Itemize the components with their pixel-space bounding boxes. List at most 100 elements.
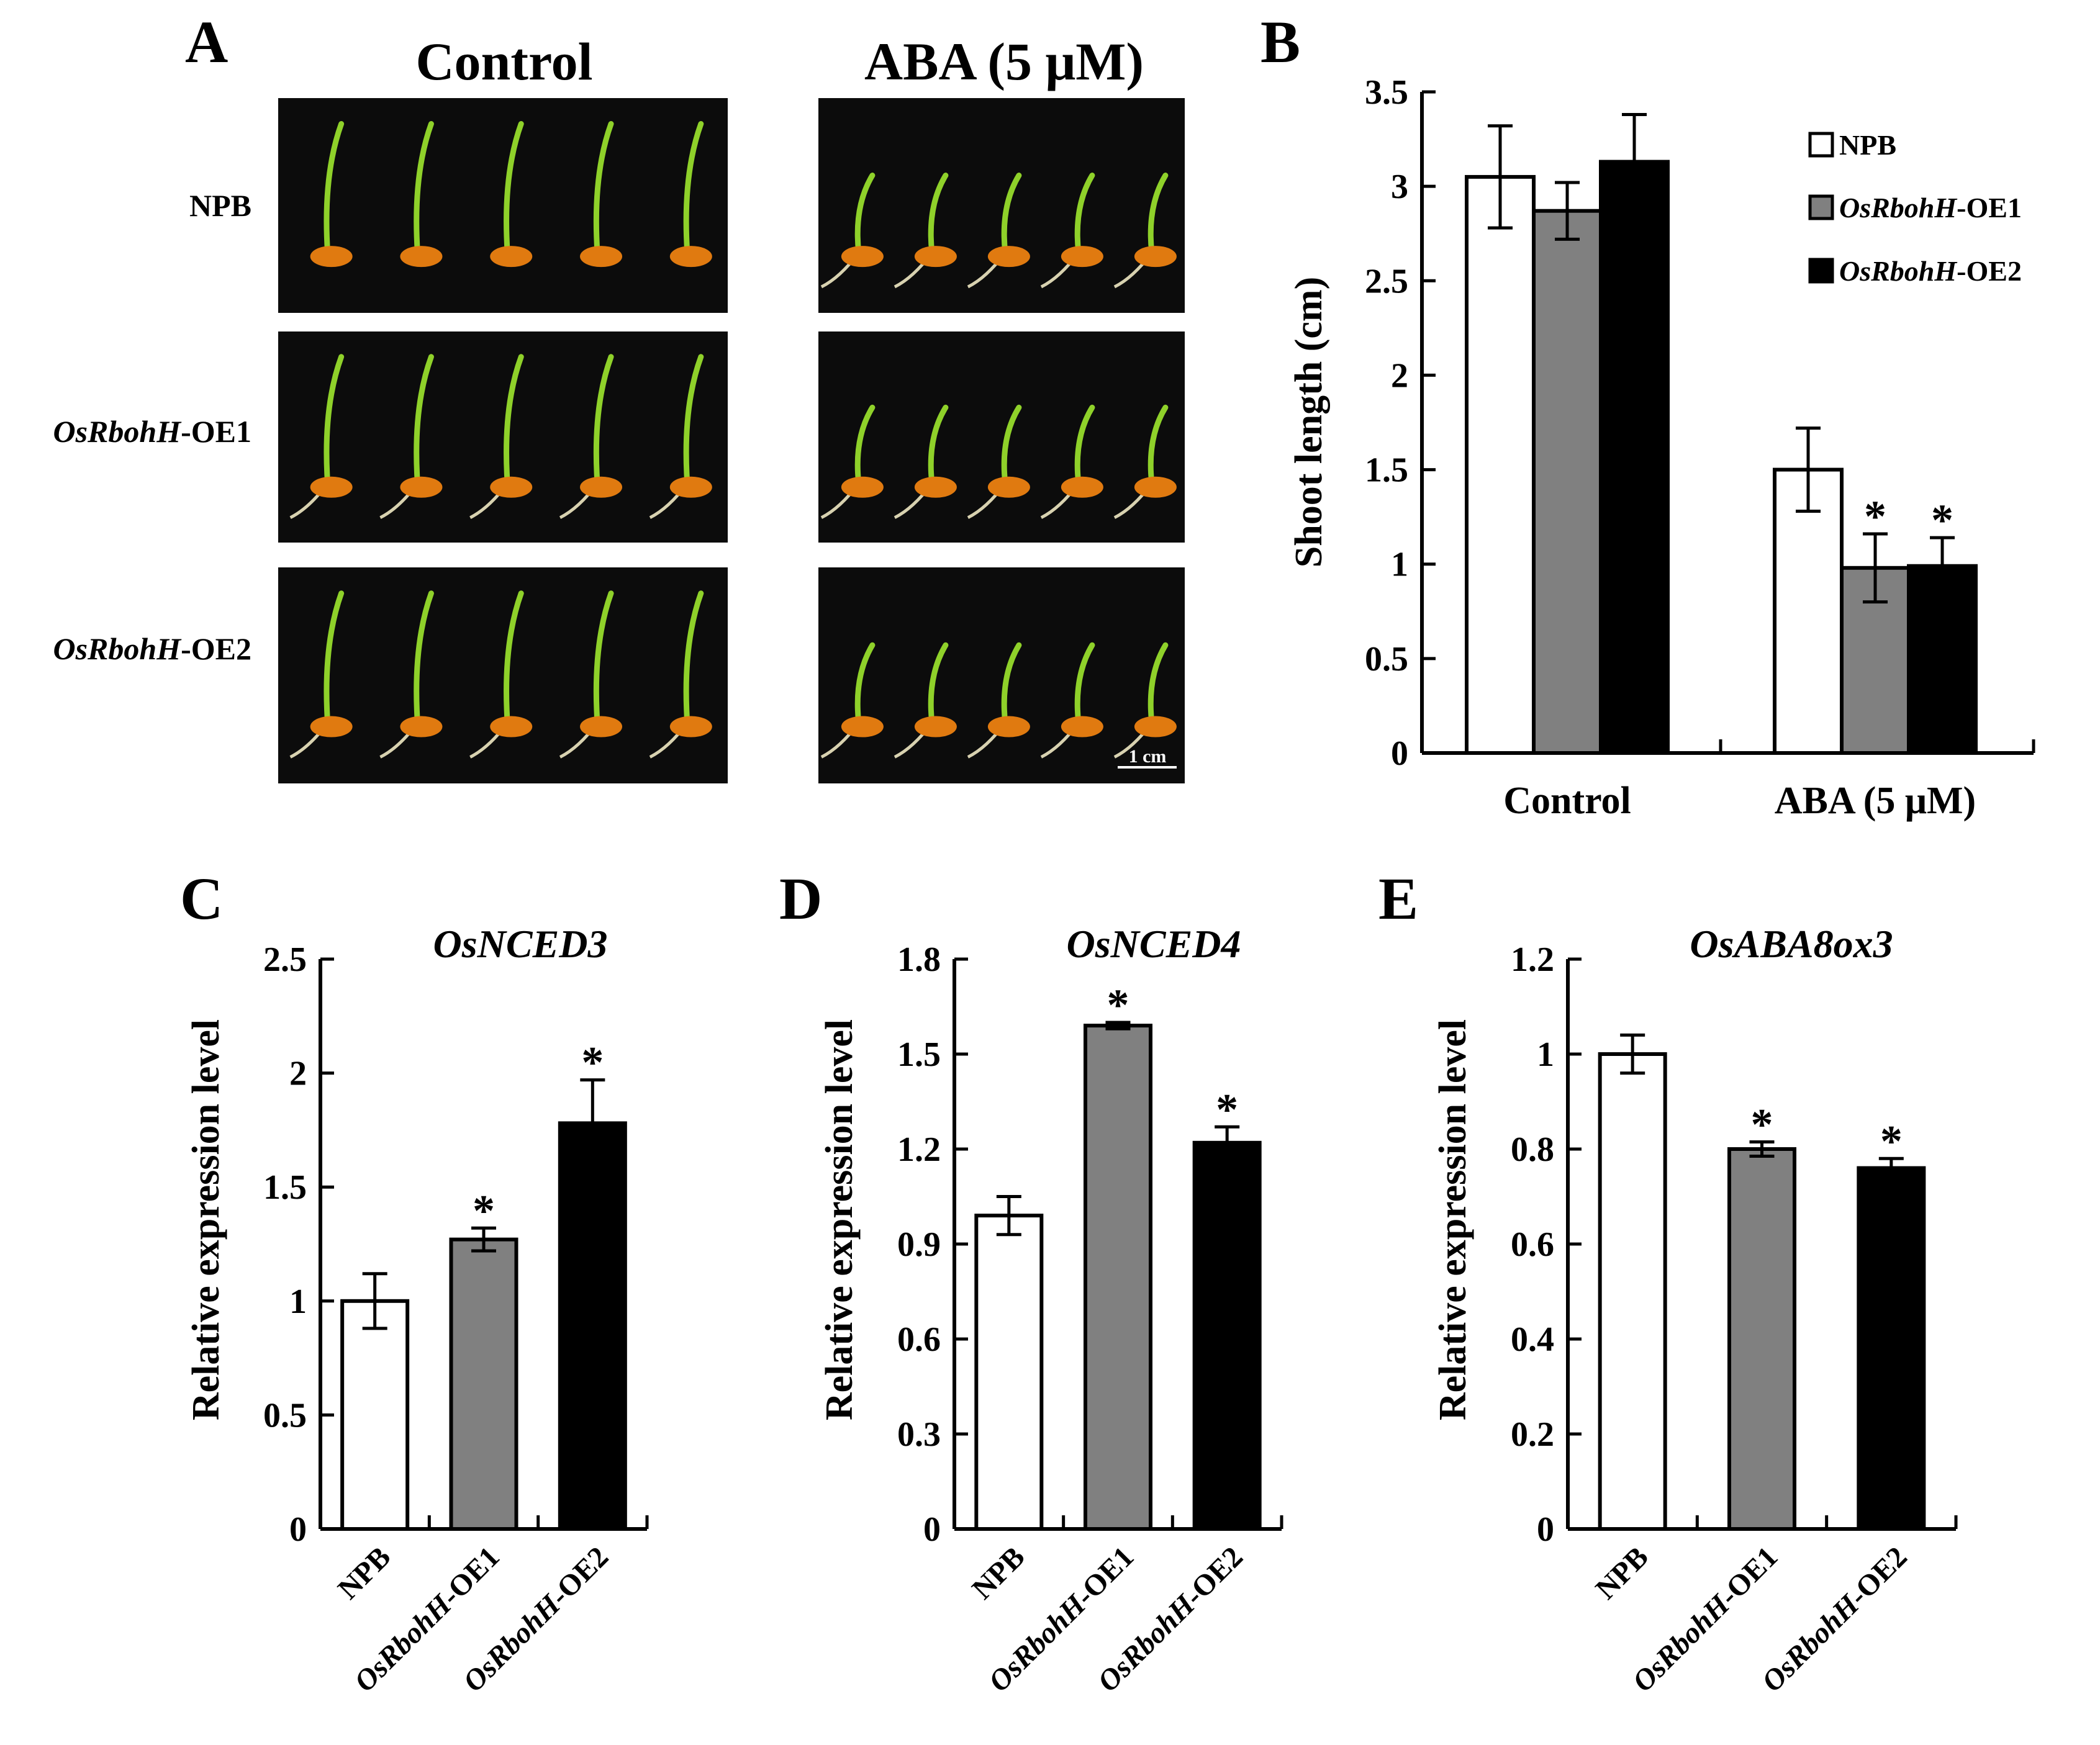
seedling-shoot — [1147, 173, 1169, 256]
d-significance-2: * — [1216, 1084, 1238, 1134]
panel-letter-b: B — [1260, 9, 1300, 75]
c-bar-0 — [340, 1299, 410, 1531]
photo-oe1-control — [278, 331, 728, 543]
seed — [490, 476, 533, 498]
c-category-italic: OsRbohH — [457, 1587, 568, 1698]
seedling-shoot — [854, 404, 876, 487]
e-significance-2: * — [1880, 1116, 1903, 1166]
d-y-tick-label: 1.2 — [897, 1130, 941, 1169]
d-bar-2 — [1192, 1140, 1262, 1531]
photo-npb-control — [278, 98, 728, 313]
seedling-shoot — [593, 121, 614, 256]
seed — [669, 716, 712, 737]
legend-label-npb: NPB — [1839, 129, 1896, 161]
legend-swatch-npb — [1808, 132, 1834, 158]
legend-swatch-oe1 — [1808, 194, 1834, 220]
seed — [1061, 716, 1103, 737]
seedlings — [289, 121, 1177, 759]
seed — [669, 476, 712, 498]
c-y-tick-label: 2.5 — [263, 940, 307, 979]
seedling-shoot — [928, 173, 949, 256]
seedling-shoot — [1147, 404, 1169, 487]
d-significance-1: * — [1107, 980, 1129, 1030]
seedling-shoot — [683, 354, 704, 487]
e-y-tick-label: 0.2 — [1511, 1415, 1554, 1454]
d-bar-1 — [1084, 1024, 1152, 1531]
panel-a-photos: A Control ABA (5 μM) NPB OsRbohH-OE1 OsR… — [53, 9, 1185, 783]
b-y-tick-label: 3.5 — [1365, 73, 1408, 112]
seedling-shoot — [854, 642, 876, 726]
c-y-axis-title: Relative expression level — [185, 1019, 227, 1420]
seedling-shoot — [683, 590, 704, 726]
e-y-tick-label: 0.8 — [1511, 1130, 1554, 1169]
seed — [914, 246, 957, 268]
b-significance-1-1: * — [1864, 492, 1886, 541]
column-header-control: Control — [415, 32, 592, 91]
c-y-tick-label: 2 — [289, 1055, 307, 1093]
c-y-tick-label: 1.5 — [263, 1168, 307, 1207]
e-category-italic: OsRbohH — [1755, 1587, 1866, 1698]
legend-swatch-oe2 — [1808, 258, 1834, 284]
seedling-shoot — [1001, 642, 1022, 726]
seed — [1061, 246, 1103, 268]
chart-d: 00.30.60.91.21.51.8NPB*OsRbohH-OE1*OsRbo… — [818, 922, 1283, 1698]
e-y-axis-title: Relative expression level — [1432, 1019, 1474, 1420]
d-y-tick-label: 0 — [923, 1510, 941, 1549]
c-bar-2 — [558, 1121, 627, 1531]
panel-e-osaba8ox3-chart: E 00.20.40.60.811.2NPB*OsRbohH-OE1*OsRbo… — [1378, 865, 1958, 1698]
seed — [841, 246, 884, 268]
b-bar-1-0 — [1773, 467, 1844, 755]
seed — [1061, 476, 1103, 498]
seed — [1134, 716, 1177, 737]
seed — [310, 476, 353, 498]
photo-oe2-control — [278, 567, 728, 783]
b-significance-1-2: * — [1931, 495, 1953, 545]
seed — [580, 246, 623, 268]
b-bar-0-1 — [1532, 209, 1603, 755]
e-bar-2 — [1857, 1166, 1926, 1531]
seed — [310, 716, 353, 737]
c-bar-1 — [449, 1237, 518, 1531]
e-y-tick-label: 0 — [1537, 1510, 1554, 1549]
seedling-shoot — [1074, 642, 1095, 726]
seedling-shoot — [324, 590, 345, 726]
seedling-shoot — [504, 354, 524, 487]
legend: NPB OsRbohH-OE1 OsRbohH-OE2 — [1808, 129, 2022, 287]
e-significance-1: * — [1751, 1100, 1773, 1150]
row-label-oe1: OsRbohH-OE1 — [53, 414, 251, 449]
photo-oe2-aba — [818, 567, 1185, 783]
e-category-label-0: NPB — [1590, 1540, 1655, 1605]
b-y-tick-label: 2.5 — [1365, 262, 1408, 300]
seedling-shoot — [414, 121, 434, 256]
legend-label-oe1: OsRbohH-OE1 — [1839, 192, 2022, 223]
b-bar-0-2 — [1599, 160, 1670, 755]
seed — [914, 476, 957, 498]
c-y-tick-label: 1 — [289, 1283, 307, 1321]
chart-e: 00.20.40.60.811.2NPB*OsRbohH-OE1*OsRbohH… — [1432, 922, 1958, 1698]
b-bar-0-0 — [1465, 174, 1536, 755]
panel-c-osnced3-chart: C 00.511.522.5NPB*OsRbohH-OE1*OsRbohH-OE… — [180, 865, 649, 1698]
seedling-shoot — [928, 642, 949, 726]
d-category-italic: OsRbohH — [982, 1587, 1093, 1698]
d-y-axis-title: Relative expression level — [818, 1019, 861, 1420]
b-y-tick-label: 1 — [1391, 546, 1408, 584]
d-y-tick-label: 0.3 — [897, 1415, 941, 1454]
seed — [914, 716, 957, 737]
c-category-label-0: NPB — [332, 1540, 397, 1605]
d-y-tick-label: 0.6 — [897, 1320, 941, 1359]
b-y-tick-label: 3 — [1391, 168, 1408, 206]
b-y-axis-title: Shoot length (cm) — [1288, 277, 1330, 567]
seedling-shoot — [414, 354, 434, 487]
seed — [580, 716, 623, 737]
seed — [841, 476, 884, 498]
d-y-tick-label: 1.5 — [897, 1035, 941, 1074]
seed — [841, 716, 884, 737]
seedling-shoot — [504, 121, 524, 256]
legend-label-oe2: OsRbohH-OE2 — [1839, 255, 2022, 287]
seedling-shoot — [593, 590, 614, 726]
b-y-tick-label: 2 — [1391, 356, 1408, 395]
b-y-tick-label: 0 — [1391, 734, 1408, 773]
c-significance-2: * — [581, 1038, 604, 1088]
photo-npb-aba — [818, 98, 1185, 313]
chart-c: 00.511.522.5NPB*OsRbohH-OE1*OsRbohH-OE2O… — [185, 922, 649, 1698]
